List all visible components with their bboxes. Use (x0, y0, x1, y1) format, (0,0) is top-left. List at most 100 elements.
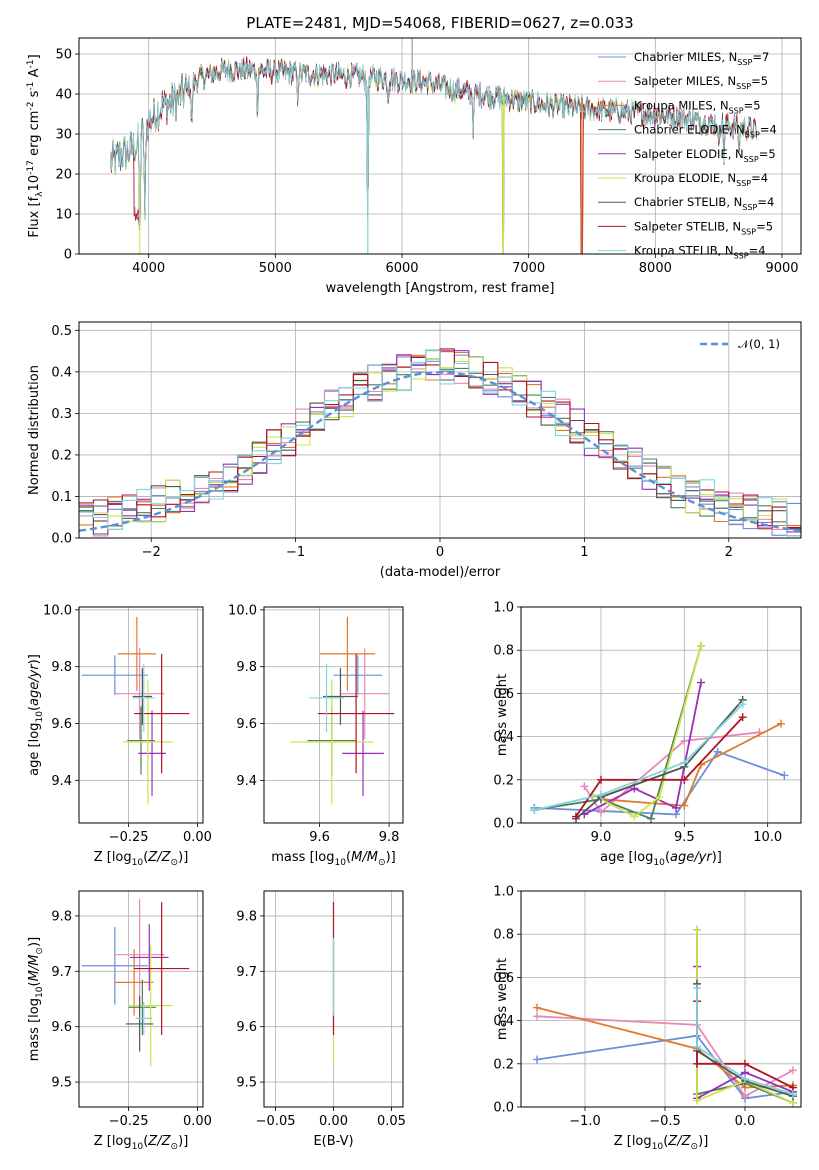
weight-marker (738, 700, 747, 709)
legend-entry: Kroupa MILES, NSSP=5 (634, 98, 761, 115)
x-tick-label: −2 (142, 545, 161, 560)
y-tick-label: 20 (55, 168, 72, 183)
weight-marker (597, 790, 605, 799)
plot-area (79, 348, 801, 537)
errorbar-point (134, 902, 190, 1035)
y-tick-label: 50 (55, 48, 72, 63)
x-tick-label: 0 (436, 545, 444, 560)
errorbar-point (123, 679, 173, 805)
weight-marker (780, 771, 789, 780)
weight-marker (789, 1066, 797, 1075)
x-axis-label: (data-model)/error (380, 565, 501, 580)
errorbar-point (290, 679, 374, 805)
weight-line (600, 722, 782, 807)
y-tick-label: 9.6 (51, 717, 72, 732)
axes-frame (263, 890, 404, 1108)
axes-frame (263, 606, 404, 824)
legend-entry: Chabrier ELODIE, NSSP=4 (634, 123, 777, 140)
weight-marker (530, 806, 539, 815)
figure-title: PLATE=2481, MJD=54068, FIBERID=0627, z=0… (246, 14, 633, 32)
weight-marker (738, 713, 747, 722)
x-tick-label: −1.0 (569, 1114, 601, 1129)
weight-line (696, 988, 794, 1095)
weight-marker (533, 1055, 541, 1064)
legend-entry: Salpeter MILES, NSSP=5 (634, 74, 768, 91)
weight-marker (533, 1012, 541, 1021)
x-tick-label: 0.05 (377, 1114, 406, 1129)
plot-area (530, 641, 789, 823)
y-tick-label: 9.5 (236, 1076, 257, 1091)
chart-age_vs_Z: −0.25 0.00 9.4 9.6 9.8 10.0 Z [log10(Z/Z⊙)] age… (27, 603, 212, 868)
y-tick-label: 10 (55, 208, 72, 223)
chart-spectrum: 4000 5000 6000 7000 8000 9000 0 10 20 30 40 50 wavel… (26, 37, 802, 296)
x-axis-label: wavelength [Angstrom, rest frame] (326, 281, 555, 296)
y-axis-label: Normed distribution (27, 365, 42, 495)
x-axis-label: age [log10(age/yr)] (600, 850, 722, 868)
weight-marker (693, 984, 701, 993)
errorbar-point (114, 648, 165, 740)
axes-frame (520, 606, 802, 824)
y-tick-label: 0.6 (493, 971, 514, 986)
x-tick-label: 9.8 (379, 830, 400, 845)
errorbar-point (114, 949, 154, 1016)
x-axis-label: E(B-V) (313, 1134, 353, 1149)
weight-marker (680, 736, 689, 745)
x-axis-label: Z [log10(Z/Z⊙)] (94, 1134, 189, 1152)
errorbar-point (128, 944, 173, 1067)
y-tick-label: 9.6 (51, 1020, 72, 1035)
x-tick-label: −1 (286, 545, 305, 560)
plot-area (81, 616, 190, 805)
y-tick-label: 0.3 (51, 407, 72, 422)
y-tick-label: 9.5 (51, 1076, 72, 1091)
chart-residuals: −2 −1 0 1 2 0.0 0.1 0.2 0.3 0.4 0.5 (data-model)/er… (27, 321, 802, 580)
y-tick-label: 0.2 (493, 773, 514, 788)
errorbar-point (81, 927, 148, 1005)
y-tick-label: 0.4 (493, 1014, 514, 1029)
x-tick-label: 9.0 (591, 830, 612, 845)
weight-marker (533, 1003, 541, 1012)
weight-marker (680, 758, 689, 767)
x-tick-label: 0.00 (183, 1114, 212, 1129)
y-tick-label: 0.5 (51, 324, 72, 339)
weight-marker (630, 812, 639, 821)
weight-marker (697, 678, 705, 687)
y-axis-label: age [log10(age/yr)] (27, 654, 45, 776)
y-tick-label: 0.8 (493, 644, 514, 659)
weight-marker (693, 925, 701, 934)
errorbar-point (135, 1001, 153, 1035)
x-tick-label: −0.5 (649, 1114, 681, 1129)
errorbar-point (317, 653, 395, 774)
plot-area (81, 899, 190, 1067)
errorbar-point (323, 668, 358, 725)
y-tick-label: 0 (64, 248, 72, 263)
plot-area (290, 616, 395, 805)
errorbar-point (132, 663, 155, 733)
x-tick-label: 9000 (765, 261, 798, 276)
weight-line (583, 731, 760, 814)
axes-frame (78, 606, 204, 824)
y-tick-label: 0.0 (51, 532, 72, 547)
weight-marker (572, 812, 580, 821)
errorbar-point (125, 996, 154, 1052)
errorbar-point (128, 979, 157, 1035)
weight-marker (693, 1059, 701, 1068)
x-tick-label: 10.0 (753, 830, 782, 845)
legend-entry: Salpeter STELIB, NSSP=5 (634, 219, 773, 236)
weight-line (534, 645, 702, 820)
y-tick-label: 9.8 (51, 660, 72, 675)
x-tick-label: −0.05 (256, 1114, 296, 1129)
x-tick-label: 6000 (385, 261, 418, 276)
axes-frame (78, 890, 204, 1108)
spectrum-line (110, 59, 758, 229)
weight-marker (680, 801, 689, 810)
x-tick-label: −0.25 (109, 830, 149, 845)
y-tick-label: 30 (55, 128, 72, 143)
x-axis-label: Z [log10(Z/Z⊙)] (614, 1134, 709, 1152)
x-tick-label: −0.25 (109, 1114, 149, 1129)
errorbar-point (81, 655, 148, 696)
plot-area (533, 925, 797, 1107)
y-axis-label: Flux [fλ10-17 erg cm-2 s-1 A-1] (26, 54, 45, 237)
y-tick-label: 10.0 (228, 603, 257, 618)
y-tick-label: 0.1 (51, 490, 72, 505)
legend-entry: Kroupa STELIB, NSSP=4 (634, 244, 766, 261)
